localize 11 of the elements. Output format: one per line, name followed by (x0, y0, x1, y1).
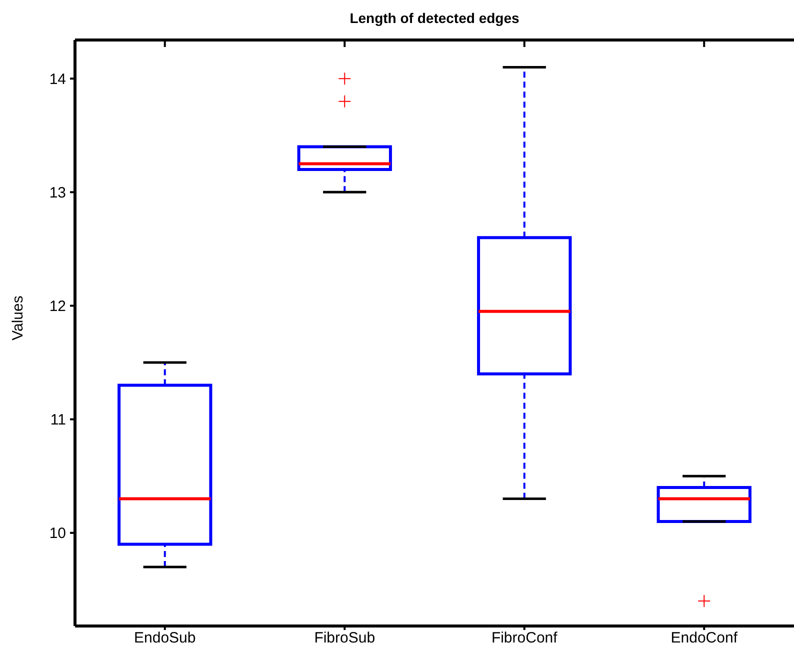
x-tick-label: FibroConf (491, 630, 558, 647)
y-tick-label: 10 (49, 525, 66, 542)
x-tick-label: FibroSub (314, 630, 376, 647)
y-tick-label: 13 (49, 184, 66, 202)
x-tick-label: EndoSub (134, 630, 196, 647)
y-axis-title: Values (10, 296, 26, 340)
x-tick-label: EndoConf (670, 630, 738, 647)
chart-title: Length of detected edges (348, 10, 520, 26)
y-tick-label: 12 (49, 298, 66, 316)
y-tick-label: 11 (50, 412, 66, 429)
y-tick-label: 14 (49, 70, 66, 88)
